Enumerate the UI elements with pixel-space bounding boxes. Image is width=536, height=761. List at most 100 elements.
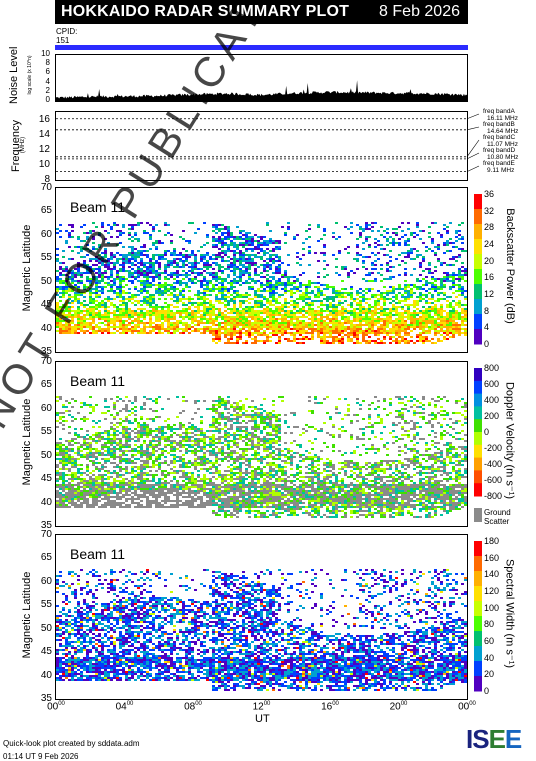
echo-cell [56, 502, 59, 504]
echo-cell [68, 258, 71, 260]
echo-cell [92, 440, 95, 442]
echo-cell [182, 294, 185, 296]
echo-cell [260, 290, 263, 292]
echo-cell [125, 262, 128, 264]
echo-cell [443, 286, 446, 288]
echo-cell [203, 318, 206, 320]
echo-cell [338, 302, 341, 304]
echo-cell [155, 306, 158, 308]
echo-cell [245, 266, 248, 268]
echo-cell [302, 320, 305, 322]
echo-cell [128, 328, 131, 330]
echo-cell [131, 448, 134, 450]
echo-cell [416, 326, 419, 328]
echo-cell [308, 250, 311, 252]
echo-cell [257, 310, 260, 312]
echo-cell [86, 456, 89, 458]
echo-cell [437, 312, 440, 314]
echo-cell [179, 252, 182, 254]
echo-cell [431, 286, 434, 288]
echo-cell [122, 450, 125, 452]
echo-cell [245, 244, 248, 246]
echo-cell [224, 280, 227, 282]
echo-cell [209, 306, 212, 308]
echo-cell [275, 308, 278, 310]
echo-cell [104, 466, 107, 468]
echo-cell [191, 320, 194, 322]
echo-cell [131, 254, 134, 256]
echo-cell [398, 226, 401, 228]
echo-cell [185, 316, 188, 318]
echo-cell [362, 278, 365, 280]
echo-cell [167, 306, 170, 308]
echo-cell [452, 286, 455, 288]
echo-cell [404, 310, 407, 312]
echo-cell [119, 286, 122, 288]
echo-cell [458, 290, 461, 292]
echo-cell [362, 338, 365, 340]
echo-cell [383, 310, 386, 312]
echo-cell [410, 274, 413, 276]
echo-cell [92, 474, 95, 476]
echo-cell [83, 482, 86, 484]
echo-cell [275, 310, 278, 312]
echo-cell [416, 250, 419, 252]
echo-cell [59, 324, 62, 326]
echo-cell [308, 302, 311, 304]
echo-cell [443, 272, 446, 274]
echo-cell [113, 266, 116, 268]
echo-cell [230, 250, 233, 252]
echo-cell [62, 292, 65, 294]
echo-cell [161, 314, 164, 316]
echo-cell [320, 294, 323, 296]
echo-cell [266, 224, 269, 226]
echo-cell [305, 304, 308, 306]
echo-cell [200, 302, 203, 304]
echo-cell [131, 296, 134, 298]
echo-cell [86, 490, 89, 492]
echo-cell [260, 242, 263, 244]
echo-cell [128, 434, 131, 436]
echo-cell [305, 310, 308, 312]
echo-cell [374, 310, 377, 312]
echo-cell [209, 290, 212, 292]
echo-cell [125, 330, 128, 332]
echo-cell [125, 490, 128, 492]
echo-cell [386, 330, 389, 332]
echo-cell [329, 310, 332, 312]
echo-cell [398, 286, 401, 288]
echo-cell [152, 310, 155, 312]
echo-cell [143, 274, 146, 276]
echo-cell [203, 332, 206, 334]
echo-cell [203, 310, 206, 312]
echo-cell [335, 308, 338, 310]
echo-cell [131, 462, 134, 464]
echo-cell [98, 260, 101, 262]
echo-cell [134, 288, 137, 290]
echo-cell [113, 222, 116, 224]
echo-cell [71, 500, 74, 502]
echo-cell [62, 444, 65, 446]
echo-cell [65, 328, 68, 330]
echo-cell [80, 402, 83, 404]
echo-cell [155, 316, 158, 318]
echo-cell [260, 334, 263, 336]
echo-cell [98, 328, 101, 330]
echo-cell [134, 406, 137, 408]
echo-cell [200, 322, 203, 324]
echo-cell [125, 506, 128, 508]
echo-cell [356, 246, 359, 248]
echo-cell [401, 230, 404, 232]
echo-cell [122, 312, 125, 314]
echo-cell [416, 222, 419, 224]
echo-cell [137, 504, 140, 506]
echo-cell [155, 308, 158, 310]
echo-cell [89, 290, 92, 292]
echo-cell [293, 236, 296, 238]
echo-cell [149, 318, 152, 320]
echo-cell [197, 268, 200, 270]
echo-cell [377, 316, 380, 318]
echo-cell [143, 402, 146, 404]
echo-cell [251, 260, 254, 262]
echo-cell [197, 324, 200, 326]
